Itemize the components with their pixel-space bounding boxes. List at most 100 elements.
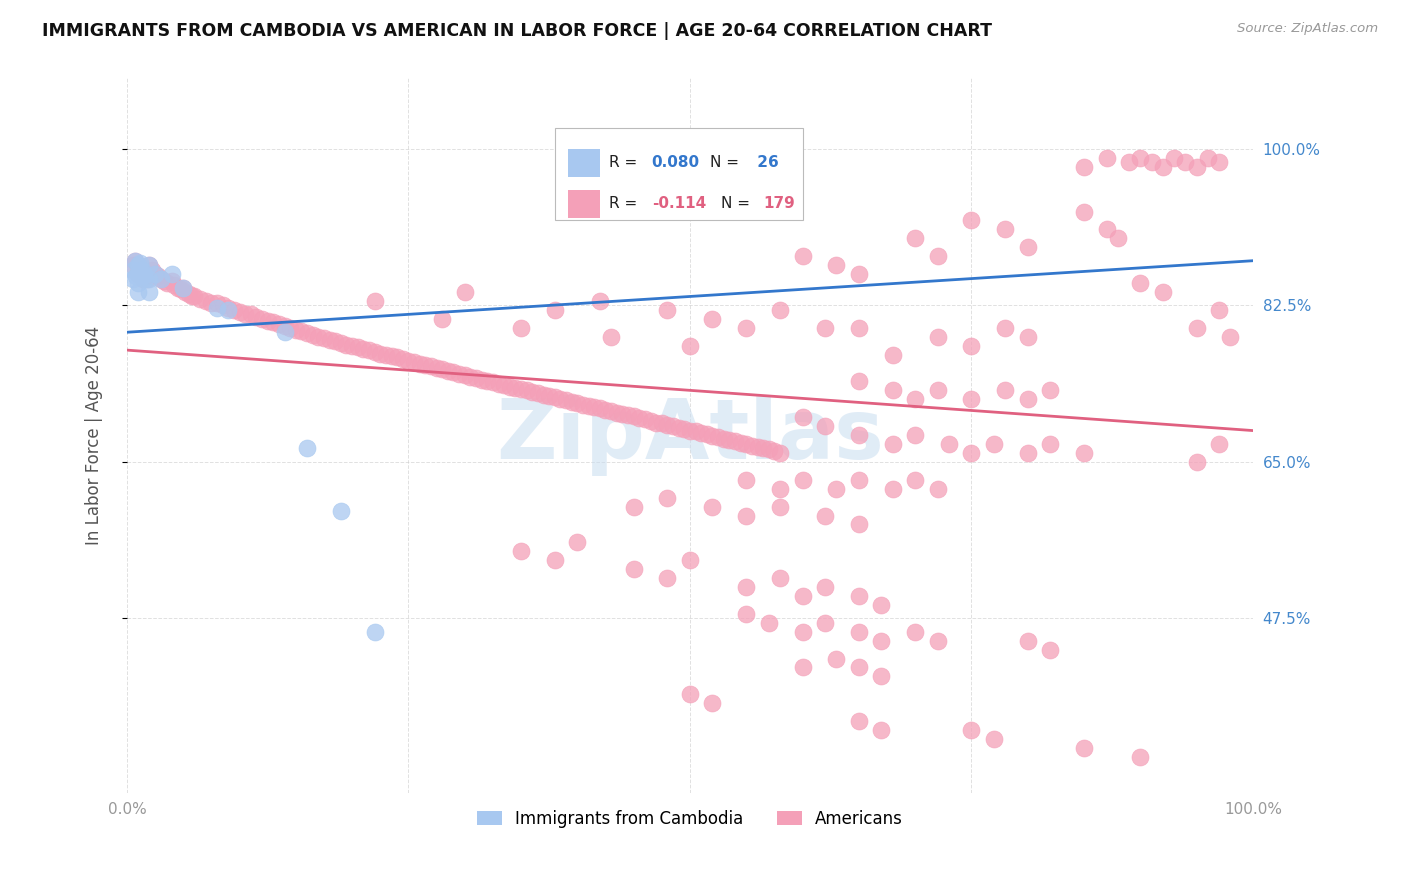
Point [1185,160,1208,174]
Point [735,508,758,523]
Point [346,340,368,354]
Point [499,380,522,394]
Text: N =: N = [710,155,744,170]
Point [730,436,752,450]
Point [623,409,645,424]
Point [735,473,758,487]
Point [690,426,713,441]
Point [194,293,217,308]
Point [634,412,657,426]
Point [927,482,949,496]
Point [295,442,318,456]
Point [1185,455,1208,469]
Point [735,607,758,621]
Point [134,271,156,285]
Point [544,391,567,405]
Point [273,318,295,333]
Point [679,553,702,567]
Text: ZipAtlas: ZipAtlas [496,394,884,475]
Point [174,285,197,299]
Point [702,311,724,326]
Point [769,571,792,585]
Point [769,446,792,460]
Point [578,399,600,413]
Point [960,392,983,407]
Point [141,262,163,277]
Point [510,544,533,558]
Point [363,624,385,639]
Point [267,317,290,331]
Point [163,277,186,292]
Point [131,271,153,285]
Point [127,267,149,281]
Point [825,651,848,665]
FancyBboxPatch shape [568,190,600,218]
Point [702,696,724,710]
Point [1174,155,1197,169]
Point [713,432,735,446]
Point [522,385,544,400]
Point [679,338,702,352]
Point [1152,160,1174,174]
FancyBboxPatch shape [568,149,600,177]
Point [707,430,730,444]
Point [172,280,194,294]
Point [482,376,505,390]
Point [848,660,870,674]
Text: R =: R = [609,196,643,211]
Point [848,267,870,281]
Point [205,301,228,315]
Point [211,298,233,312]
Point [1129,151,1152,165]
Point [1017,329,1039,343]
Point [640,414,662,428]
Point [1107,231,1129,245]
Point [994,384,1017,398]
Point [183,289,205,303]
Point [814,615,837,630]
Point [589,401,612,416]
Point [228,304,250,318]
Point [415,359,437,373]
Point [129,256,152,270]
Point [735,437,758,451]
Point [848,624,870,639]
Point [129,262,152,277]
Point [533,388,555,402]
Point [567,396,589,410]
Point [538,389,561,403]
Point [606,406,628,420]
Point [284,322,307,336]
Point [138,285,160,299]
Point [994,222,1017,236]
Point [217,302,239,317]
Point [960,338,983,352]
Point [758,615,780,630]
Point [960,446,983,460]
Point [792,624,814,639]
Point [1208,302,1230,317]
Point [769,500,792,514]
Point [222,302,245,317]
Point [290,324,312,338]
Point [555,393,578,408]
Point [870,633,893,648]
Point [471,373,494,387]
Point [1197,151,1219,165]
Text: IMMIGRANTS FROM CAMBODIA VS AMERICAN IN LABOR FORCE | AGE 20-64 CORRELATION CHAR: IMMIGRANTS FROM CAMBODIA VS AMERICAN IN … [42,22,993,40]
Text: N =: N = [721,196,755,211]
Point [814,508,837,523]
Point [544,553,567,567]
Point [960,723,983,737]
Point [374,348,396,362]
Point [443,366,465,380]
Point [904,473,927,487]
Point [134,267,156,281]
Point [177,286,200,301]
Point [138,258,160,272]
Point [927,633,949,648]
Point [657,571,679,585]
Point [600,329,623,343]
Point [758,442,780,457]
Point [983,437,1005,451]
